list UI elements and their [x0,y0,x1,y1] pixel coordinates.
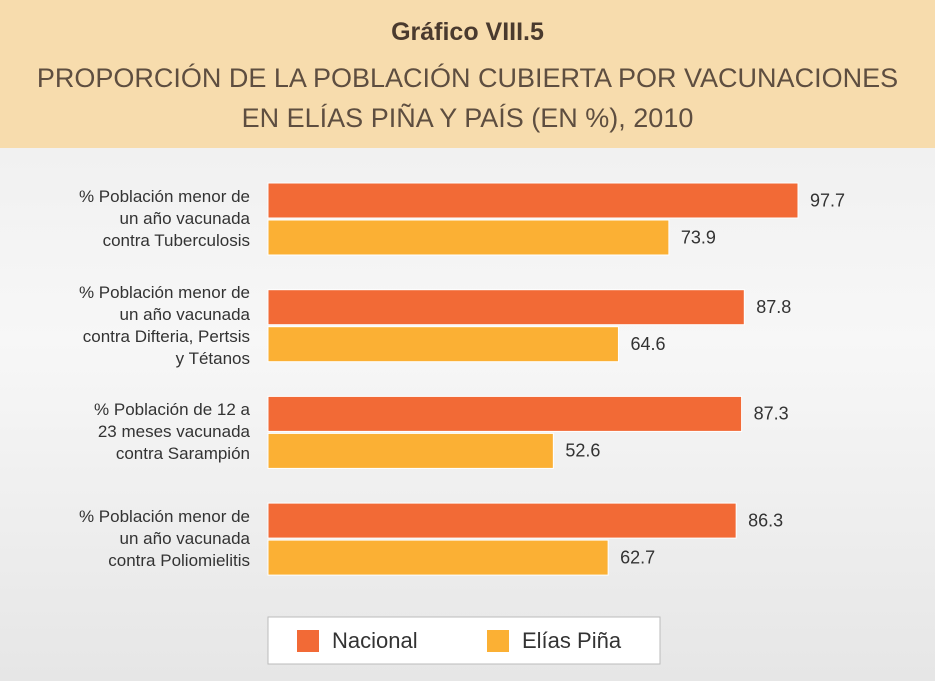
value-label: 87.8 [756,297,791,317]
legend-box [267,616,661,665]
value-label: 87.3 [754,404,789,424]
bar [267,432,554,469]
bar [267,219,670,256]
category-label: % Población menor de un año vacunada con… [78,507,250,571]
value-label: 73.9 [681,227,716,247]
bar [267,539,609,576]
legend-swatch [297,630,319,652]
value-label: 97.7 [810,190,845,210]
category-label: % Población menor de un año vacunada con… [78,282,250,368]
category-label: % Población de 12 a 23 meses vacunada co… [94,400,250,464]
legend-swatch [487,630,509,652]
value-label: 52.6 [565,441,600,461]
bar [267,326,619,363]
bar [267,289,745,326]
bar [267,182,799,219]
value-label: 86.3 [748,510,783,530]
chart-subtitle: PROPORCIÓN DE LA POBLACIÓN CUBIERTA POR … [36,63,899,133]
header: Gráfico VIII.5 PROPORCIÓN DE LA POBLACIÓ… [0,0,935,148]
value-label: 64.6 [630,334,665,354]
chart-title: Gráfico VIII.5 [391,18,544,46]
bar [267,395,743,432]
legend-label: Nacional [332,628,418,653]
legend-label: Elías Piña [522,628,622,653]
bar [267,502,737,539]
value-label: 62.7 [620,547,655,567]
category-label: % Población menor de un año vacunada con… [78,187,250,250]
